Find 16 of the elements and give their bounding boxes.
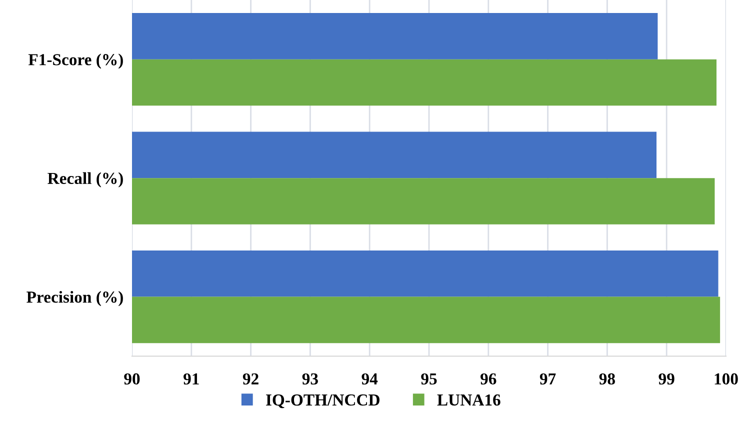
x-tick-label: 93: [302, 373, 318, 385]
x-tick-label: 95: [421, 373, 437, 385]
x-tick-label: 94: [362, 373, 378, 385]
legend-label: IQ-OTH/NCCD: [266, 394, 380, 408]
x-tick-label: 97: [540, 373, 556, 385]
x-tick-label: 96: [480, 373, 496, 385]
x-tick-label: 90: [124, 373, 140, 385]
x-tick-label: 98: [599, 373, 615, 385]
y-tick-label: Recall (%): [48, 172, 123, 188]
x-tick-label: 100: [714, 373, 738, 385]
y-tick-label: Precision (%): [26, 291, 123, 306]
x-tick-label: 99: [658, 373, 674, 385]
x-tick-label: 91: [184, 373, 199, 385]
x-tick-label: 92: [242, 373, 258, 385]
legend-label: LUNA16: [437, 394, 500, 406]
y-tick-label: F1-Score (%): [28, 54, 123, 69]
